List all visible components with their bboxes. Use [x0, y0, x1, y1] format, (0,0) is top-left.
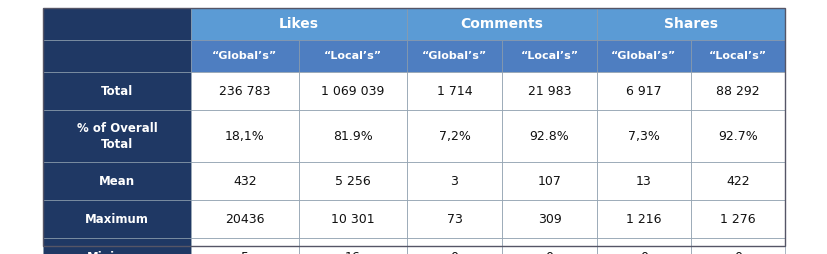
Bar: [691, 237, 784, 254]
Bar: [43, 162, 191, 200]
Bar: [43, 8, 191, 40]
Bar: [596, 162, 691, 200]
Bar: [191, 40, 299, 72]
Bar: [299, 237, 407, 254]
Bar: [501, 162, 596, 200]
Bar: [596, 200, 691, 237]
Bar: [407, 8, 596, 40]
Text: 88 292: 88 292: [715, 85, 759, 98]
Text: 21 983: 21 983: [527, 85, 571, 98]
Bar: [501, 40, 596, 72]
Text: Likes: Likes: [279, 18, 318, 31]
Bar: [501, 237, 596, 254]
Text: 18,1%: 18,1%: [225, 130, 265, 142]
Text: 1 069 039: 1 069 039: [321, 85, 385, 98]
Bar: [299, 200, 407, 237]
Bar: [43, 8, 784, 246]
Text: 73: 73: [446, 212, 461, 225]
Bar: [407, 200, 501, 237]
Bar: [191, 162, 299, 200]
Bar: [191, 200, 299, 237]
Text: Shares: Shares: [663, 18, 717, 31]
Text: 20436: 20436: [225, 212, 265, 225]
Bar: [191, 72, 299, 110]
Text: 236 783: 236 783: [219, 85, 270, 98]
Text: 7,3%: 7,3%: [628, 130, 659, 142]
Text: 0: 0: [545, 250, 552, 254]
Text: 5 256: 5 256: [335, 174, 370, 187]
Text: 5: 5: [241, 250, 249, 254]
Text: 0: 0: [733, 250, 741, 254]
Text: 0: 0: [450, 250, 458, 254]
Text: “Local’s”: “Local’s”: [708, 51, 766, 61]
Bar: [43, 237, 191, 254]
Bar: [407, 237, 501, 254]
Text: 7,2%: 7,2%: [438, 130, 470, 142]
Bar: [191, 237, 299, 254]
Bar: [299, 40, 407, 72]
Bar: [691, 110, 784, 162]
Bar: [299, 72, 407, 110]
Bar: [407, 72, 501, 110]
Bar: [191, 110, 299, 162]
Text: Mean: Mean: [98, 174, 135, 187]
Text: 107: 107: [537, 174, 561, 187]
Text: 81.9%: 81.9%: [332, 130, 372, 142]
Bar: [43, 40, 191, 72]
Bar: [596, 72, 691, 110]
Text: 92.7%: 92.7%: [717, 130, 757, 142]
Text: 16: 16: [345, 250, 361, 254]
Bar: [299, 162, 407, 200]
Text: Total: Total: [101, 85, 133, 98]
Bar: [501, 200, 596, 237]
Bar: [596, 8, 784, 40]
Text: 309: 309: [537, 212, 561, 225]
Text: 3: 3: [450, 174, 458, 187]
Bar: [43, 110, 191, 162]
Text: % of Overall
Total: % of Overall Total: [77, 121, 157, 150]
Bar: [43, 200, 191, 237]
Text: 10 301: 10 301: [331, 212, 375, 225]
Text: “Global’s”: “Global’s”: [212, 51, 277, 61]
Text: 422: 422: [725, 174, 749, 187]
Bar: [691, 200, 784, 237]
Text: 432: 432: [233, 174, 256, 187]
Bar: [501, 110, 596, 162]
Bar: [407, 110, 501, 162]
Text: “Global’s”: “Global’s”: [422, 51, 486, 61]
Text: “Local’s”: “Local’s”: [323, 51, 381, 61]
Text: Comments: Comments: [460, 18, 543, 31]
Text: 6 917: 6 917: [625, 85, 661, 98]
Text: Maximum: Maximum: [85, 212, 149, 225]
Bar: [596, 40, 691, 72]
Bar: [596, 237, 691, 254]
Bar: [691, 72, 784, 110]
Bar: [191, 8, 407, 40]
Text: 1 276: 1 276: [719, 212, 755, 225]
Text: 1 714: 1 714: [436, 85, 471, 98]
Bar: [691, 162, 784, 200]
Bar: [501, 72, 596, 110]
Text: 0: 0: [639, 250, 648, 254]
Bar: [407, 40, 501, 72]
Text: 13: 13: [635, 174, 651, 187]
Bar: [299, 110, 407, 162]
Text: Minimum: Minimum: [87, 250, 147, 254]
Bar: [43, 72, 191, 110]
Text: 92.8%: 92.8%: [529, 130, 569, 142]
Text: 1 216: 1 216: [625, 212, 661, 225]
Text: “Local’s”: “Local’s”: [520, 51, 578, 61]
Text: “Global’s”: “Global’s”: [610, 51, 676, 61]
Bar: [596, 110, 691, 162]
Bar: [691, 40, 784, 72]
Bar: [407, 162, 501, 200]
